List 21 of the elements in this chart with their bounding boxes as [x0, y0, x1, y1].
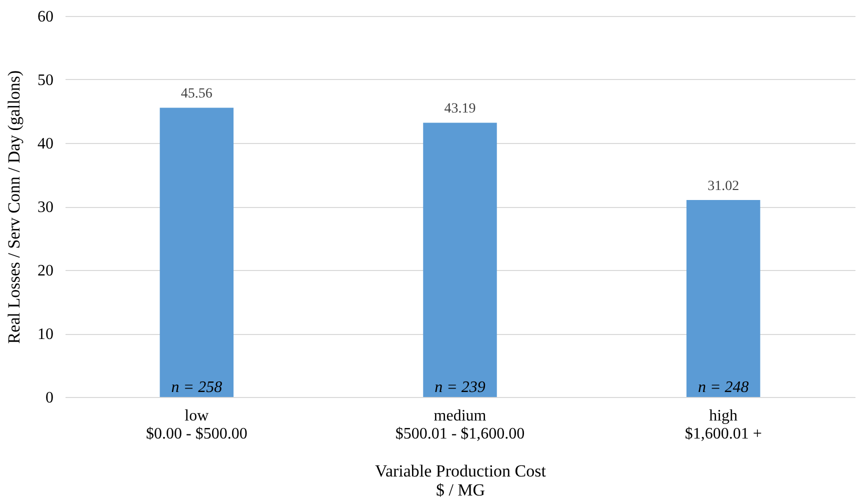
- y-tick-label: 20: [38, 262, 54, 280]
- y-tick-label: 50: [38, 72, 54, 89]
- data-label: 31.02: [708, 179, 740, 194]
- y-tick-label: 0: [46, 390, 54, 406]
- annotation: n = 258: [171, 379, 222, 396]
- data-label: 43.19: [444, 102, 476, 117]
- x-tick-label: medium $500.01 - $1,600.00: [395, 408, 525, 442]
- annotation: n = 248: [698, 379, 749, 396]
- x-tick-label: high $1,600.01 +: [684, 408, 762, 442]
- x-axis-title: Variable Production Cost $ / MG: [375, 462, 546, 500]
- y-axis-title: Real Losses / Serv Conn / Day (gallons): [4, 70, 24, 344]
- y-tick-label: 60: [38, 8, 54, 26]
- bar: [160, 108, 234, 397]
- x-tick-label: low $0.00 - $500.00: [146, 408, 248, 442]
- data-label: 45.56: [180, 86, 212, 102]
- y-tick-label: 10: [38, 326, 54, 343]
- bar: [686, 200, 760, 397]
- annotation: n = 239: [434, 379, 486, 396]
- bar: [423, 122, 497, 397]
- y-tick-label: 40: [38, 136, 54, 152]
- y-tick-label: 30: [38, 199, 54, 216]
